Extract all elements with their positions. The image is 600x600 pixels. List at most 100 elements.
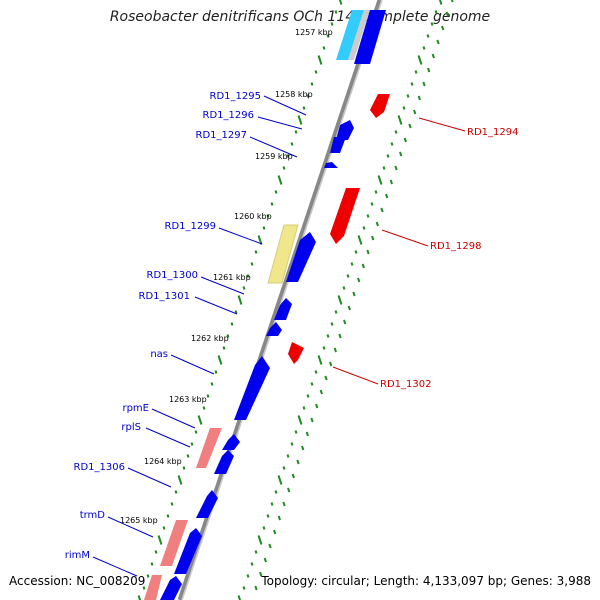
tick-far [399, 151, 403, 157]
tick-minor [246, 574, 250, 578]
leader-rd1-1297 [249, 136, 298, 158]
gene-rd1-1299[interactable] [286, 232, 316, 282]
tick-major [217, 355, 223, 365]
feature-rna-top [336, 10, 364, 60]
tick-minor [210, 382, 214, 386]
gene-label-rd1-1300[interactable]: RD1_1300 [147, 270, 198, 281]
gene-label-rd1-1301[interactable]: RD1_1301 [139, 291, 190, 302]
gene-label-rpls[interactable]: rplS [121, 422, 141, 433]
gene-rd1-1296[interactable] [330, 137, 346, 153]
gene-rd1-1295[interactable] [336, 120, 354, 140]
scale-label: 1259 kbp [255, 152, 293, 161]
tick-major [317, 55, 323, 65]
gene-nas[interactable] [234, 356, 270, 420]
tick-far [380, 207, 384, 213]
tick-minor [422, 46, 426, 50]
gene-label-rd1-1294[interactable]: RD1_1294 [467, 127, 518, 138]
tick-minor [202, 406, 206, 410]
tick-major [197, 415, 203, 425]
gene-label-rd1-1306[interactable]: RD1_1306 [74, 462, 125, 473]
gene-label-rpme[interactable]: rpmE [122, 403, 149, 414]
feature-rna-rimm[interactable] [144, 575, 162, 600]
feature-gray-top [348, 10, 370, 60]
gene-label-rd1-1298[interactable]: RD1_1298 [430, 241, 481, 252]
gene-rpme[interactable] [222, 434, 240, 450]
tick-minor [286, 454, 290, 458]
gene-rd1-1300[interactable] [274, 298, 292, 320]
tick-minor [250, 562, 254, 566]
tick-minor [150, 562, 154, 566]
tick-minor [430, 22, 434, 26]
tick-minor [394, 130, 398, 134]
tick-minor [342, 286, 346, 290]
tick-minor [270, 202, 274, 206]
tick-far [329, 361, 333, 367]
tick-minor [206, 394, 210, 398]
tick-far [389, 179, 393, 185]
gene-label-nas[interactable]: nas [150, 349, 168, 360]
tick-far [310, 417, 314, 423]
tick-major [338, 0, 343, 5]
tick-minor [370, 202, 374, 206]
scale-label: 1265 kbp [120, 516, 158, 525]
gene-label-rd1-1297[interactable]: RD1_1297 [196, 130, 247, 141]
tick-far [263, 557, 267, 563]
tick-far [427, 67, 431, 73]
tick-far [347, 305, 351, 311]
feature-rna-trmd[interactable] [160, 520, 188, 566]
gene-rimm[interactable] [160, 576, 182, 600]
tick-far [282, 501, 286, 507]
tick-minor [166, 514, 170, 518]
tick-far [361, 263, 365, 269]
leader-rd1-1294 [418, 117, 466, 132]
tick-minor [322, 346, 326, 350]
tick-far [259, 571, 263, 577]
gene-label-trmd[interactable]: trmD [80, 510, 106, 521]
tick-minor [290, 442, 294, 446]
gene-trmd[interactable] [174, 528, 202, 574]
gene-label-rd1-1295[interactable]: RD1_1295 [210, 91, 261, 102]
tick-minor [254, 550, 258, 554]
gene-rd1-1306[interactable] [196, 490, 218, 518]
leader-rpme [151, 408, 196, 429]
gene-label-rd1-1299[interactable]: RD1_1299 [165, 221, 216, 232]
tick-far [445, 11, 449, 17]
tick-far [366, 249, 370, 255]
gene-rd1-1301[interactable] [266, 322, 282, 336]
tick-minor [426, 34, 430, 38]
tick-far [450, 0, 454, 3]
right-gene-labels: RD1_1294 RD1_1298 RD1_1302 [380, 127, 518, 390]
leader-rd1-1298 [381, 229, 429, 247]
tick-far [413, 109, 417, 115]
feature-pseudo-rd1-1299[interactable] [267, 224, 299, 284]
tick-minor [234, 310, 238, 314]
tick-major [357, 235, 363, 245]
tick-minor [434, 10, 438, 14]
tick-minor [414, 70, 418, 74]
tick-minor [282, 466, 286, 470]
tick-minor [266, 214, 270, 218]
tick-minor [246, 274, 250, 278]
tick-major [438, 0, 443, 5]
gene-rd1-1302[interactable] [288, 342, 304, 364]
tick-minor [374, 190, 378, 194]
gene-label-rd1-1296[interactable]: RD1_1296 [203, 110, 254, 121]
tick-major [277, 175, 283, 185]
tick-minor [222, 346, 226, 350]
tick-major [237, 295, 243, 305]
gene-rd1-1297[interactable] [324, 162, 338, 168]
tick-minor [350, 262, 354, 266]
gene-rd1-1294[interactable] [370, 94, 390, 118]
tick-minor [230, 322, 234, 326]
tick-far [436, 39, 440, 45]
gene-label-rimm[interactable]: rimM [65, 550, 90, 561]
tick-major [137, 595, 142, 600]
tick-minor [154, 550, 158, 554]
gene-rpls[interactable] [214, 450, 234, 474]
feature-rna-rpls[interactable] [196, 428, 222, 468]
leader-nas [170, 354, 215, 375]
feature-reverse-top [354, 10, 386, 64]
tick-minor [182, 466, 186, 470]
gene-rd1-1298[interactable] [330, 188, 360, 244]
gene-label-rd1-1302[interactable]: RD1_1302 [380, 379, 431, 390]
